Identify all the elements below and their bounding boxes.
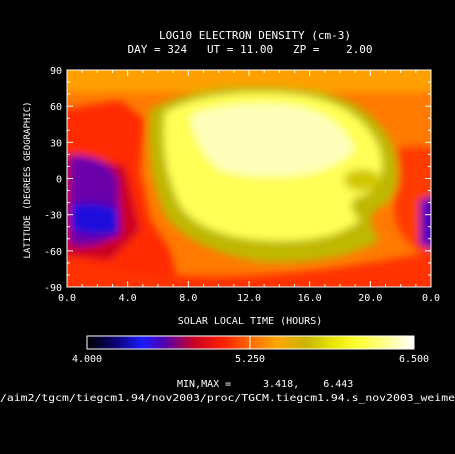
chart-subtitle: DAY = 324 UT = 11.00 ZP = 2.00 [127, 43, 372, 56]
footer-file-path: /aim2/tgcm/tiegcm1.94/nov2003/proc/TGCM.… [0, 393, 455, 404]
y-tick-label: 30 [50, 138, 62, 149]
dawn-blue-core [70, 203, 118, 235]
minmax-values: 3.418, 6.443 [263, 379, 353, 390]
y-tick-label: 60 [50, 102, 62, 113]
y-tick-label: 90 [50, 66, 62, 77]
colorbar-mid-label: 5.250 [235, 354, 265, 365]
x-tick-label: 20.0 [358, 293, 382, 304]
dusk-olive-pocket [344, 169, 380, 191]
colorbar-min-label: 4.000 [72, 354, 102, 365]
heatmap-field [67, 70, 431, 287]
north-polar-band [67, 70, 431, 92]
x-tick-label: 8.0 [179, 293, 197, 304]
equatorial-pale-core [190, 103, 355, 177]
chart-title: LOG10 ELECTRON DENSITY (cm-3) [159, 29, 351, 42]
y-tick-label: -90 [44, 283, 62, 294]
x-tick-label: 12.0 [237, 293, 261, 304]
y-tick-label: 0 [56, 175, 62, 186]
y-tick-label: -30 [44, 211, 62, 222]
x-axis: 0.0 4.0 8.0 12.0 16.0 20.0 0.0 [58, 70, 440, 304]
x-axis-label: SOLAR LOCAL TIME (HOURS) [178, 316, 323, 327]
y-axis: 90 60 30 0 -30 -60 -90 [44, 66, 431, 294]
minmax-label: MIN,MAX = [177, 379, 231, 390]
dusk-purple-region [420, 197, 431, 248]
south-red-band [67, 251, 431, 287]
y-axis-label: LATITUDE (DEGREES GEOGRAPHIC) [23, 101, 33, 258]
colorbar-max-label: 6.500 [399, 354, 429, 365]
colorbar [86, 335, 415, 350]
x-tick-label: 4.0 [119, 293, 137, 304]
x-tick-label: 0.0 [422, 293, 440, 304]
x-tick-label: 16.0 [298, 293, 322, 304]
x-tick-label: 0.0 [58, 293, 76, 304]
y-tick-label: -60 [44, 247, 62, 258]
